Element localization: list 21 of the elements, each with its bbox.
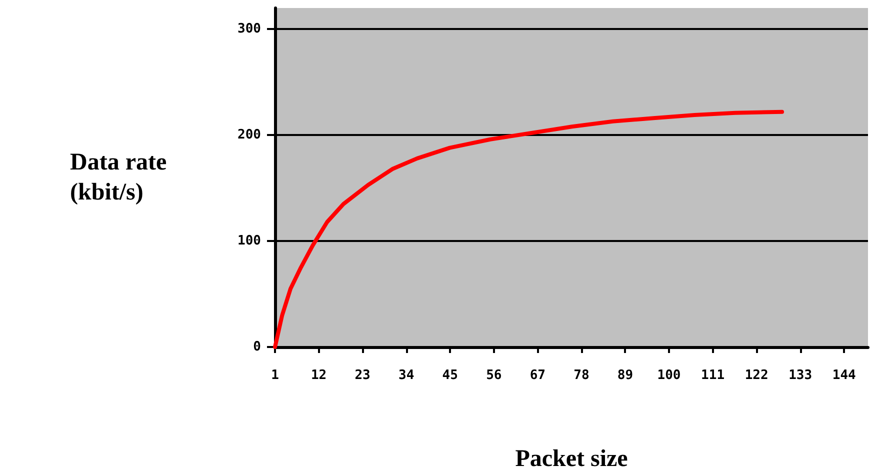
x-tick-label: 12 [310, 368, 327, 383]
x-tick-label: 67 [530, 368, 546, 383]
x-tick-label: 45 [442, 368, 458, 383]
x-tick-label: 133 [788, 368, 812, 383]
x-tick-label: 89 [617, 368, 634, 383]
y-tick-label: 300 [238, 22, 262, 37]
line-series [273, 110, 784, 349]
y-tick-label: 0 [253, 340, 262, 354]
x-axis-title: Packet size [515, 446, 628, 472]
x-tick-label: 111 [701, 368, 725, 383]
x-tick-label: 34 [398, 368, 414, 383]
y-tick-label: 100 [238, 234, 262, 249]
x-tick-label: 144 [832, 368, 856, 383]
x-tick-label: 56 [486, 368, 502, 383]
x-tick-label: 78 [574, 368, 590, 383]
x-tick-label: 1 [271, 368, 280, 383]
x-tick-label: 23 [354, 368, 370, 383]
x-tick-label: 100 [657, 368, 681, 383]
y-axis-title: Data rate (kbit/s) [70, 150, 167, 206]
y-tick-label: 200 [238, 128, 262, 143]
x-tick-label: 122 [744, 368, 768, 383]
